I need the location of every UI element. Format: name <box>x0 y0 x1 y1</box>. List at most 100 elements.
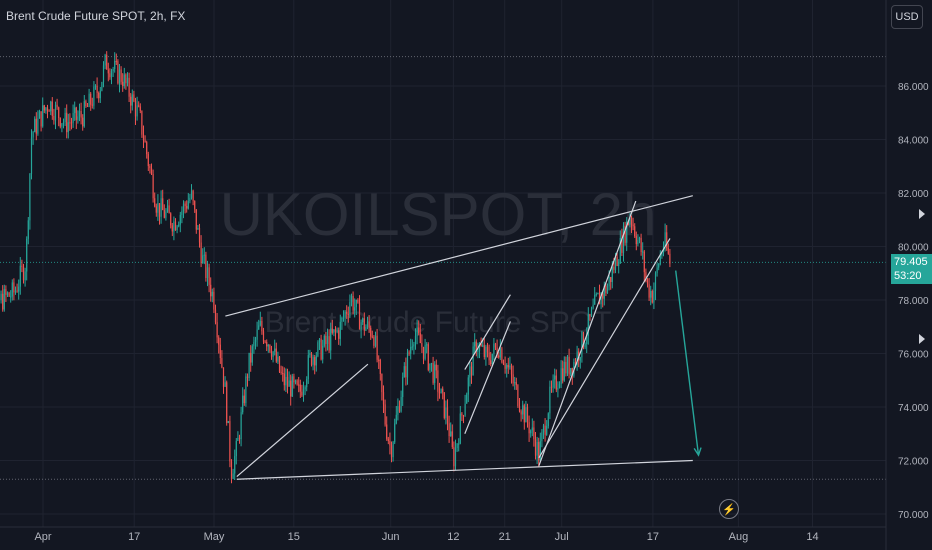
candle-body <box>389 441 391 446</box>
candle-body <box>75 107 77 120</box>
candle-body <box>277 356 279 362</box>
candle-body <box>539 441 541 461</box>
candle-body <box>200 242 202 264</box>
scale-marker-icon[interactable] <box>919 209 925 219</box>
candle-body <box>384 404 386 425</box>
candle-body <box>109 73 111 78</box>
candle-body <box>163 210 165 218</box>
candle-body <box>362 318 364 323</box>
candle-body <box>382 392 385 405</box>
candle-body <box>282 372 284 374</box>
candle-body <box>264 341 266 343</box>
candle-body <box>141 110 143 135</box>
y-tick-label: 82.000 <box>898 189 929 200</box>
candle-body <box>515 382 517 386</box>
candle-body <box>352 296 354 311</box>
candle-body <box>82 117 84 127</box>
candle-body <box>117 61 119 84</box>
candle-body <box>394 423 396 443</box>
candle-body <box>154 198 156 207</box>
candle-body <box>443 392 445 418</box>
candle-body <box>610 277 612 282</box>
candle-body <box>467 377 469 395</box>
candle-body <box>8 292 10 297</box>
watermark-symbol: UKOILSPOT, 2h <box>220 181 657 248</box>
candle-body <box>85 101 87 107</box>
candle-body <box>461 413 463 416</box>
candle-body <box>144 140 146 143</box>
currency-button[interactable]: USD <box>891 5 923 29</box>
candle-body <box>195 209 197 230</box>
candle-body <box>235 440 237 457</box>
candle-body <box>627 221 629 225</box>
candle-body <box>494 343 497 348</box>
candle-body <box>43 105 45 111</box>
horizontal-lines <box>0 56 886 480</box>
candle-body <box>139 106 141 111</box>
candle-body <box>496 347 498 356</box>
candle-body <box>170 213 172 226</box>
lightning-icon[interactable]: ⚡ <box>719 499 739 519</box>
candle-body <box>442 388 444 393</box>
candle-body <box>101 82 103 91</box>
candle-body <box>426 344 428 346</box>
candle-body <box>534 439 537 456</box>
candle-body <box>50 101 52 112</box>
candle-body <box>334 329 337 332</box>
candle-body <box>248 352 250 378</box>
candle-body <box>290 380 292 397</box>
candle-body <box>552 379 554 388</box>
candle-body <box>37 118 39 134</box>
candle-body <box>328 336 330 351</box>
scale-marker-icon[interactable] <box>919 334 925 344</box>
candle-body <box>480 344 482 346</box>
candle-body <box>58 107 60 118</box>
candle-body <box>259 320 261 326</box>
candle-body <box>664 232 666 247</box>
candle-body <box>576 351 578 365</box>
candle-body <box>155 206 157 213</box>
candle-body <box>314 357 316 366</box>
candle-body <box>18 286 20 292</box>
candle-body <box>160 198 162 217</box>
candle-body <box>325 335 327 344</box>
candle-body <box>507 365 509 368</box>
candle-body <box>10 296 12 298</box>
candle-body <box>400 397 402 412</box>
candle-body <box>366 321 369 327</box>
candle-body <box>341 317 343 322</box>
candle-body <box>418 327 420 334</box>
candle-body <box>629 218 631 225</box>
watermark-name: Brent Crude Future SPOT <box>265 306 612 339</box>
candle-body <box>30 137 33 174</box>
candle-body <box>146 142 148 155</box>
candle-body <box>626 221 628 243</box>
drawings <box>225 195 702 480</box>
candle-body <box>410 347 412 354</box>
candle-body <box>26 238 28 272</box>
candle-body <box>213 291 215 310</box>
candle-body <box>478 344 481 351</box>
candle-body <box>466 394 468 404</box>
candle-body <box>549 386 551 414</box>
candle-body <box>582 332 585 348</box>
candle-body <box>102 65 105 83</box>
candle-body <box>166 205 169 212</box>
candle-body <box>603 285 605 299</box>
candle-body <box>435 364 437 371</box>
x-tick-label: Aug <box>729 531 749 543</box>
candle-body <box>589 314 591 317</box>
candle-body <box>651 291 653 303</box>
candle-body <box>403 366 405 378</box>
grid-layer <box>0 0 886 527</box>
candle-body <box>451 431 453 447</box>
candle-body <box>360 322 362 330</box>
candle-body <box>306 379 308 388</box>
candle-body <box>643 251 645 273</box>
candle-body <box>150 168 153 175</box>
y-tick-label: 84.000 <box>898 136 929 147</box>
candle-body <box>2 293 4 310</box>
candle-body <box>184 203 186 207</box>
